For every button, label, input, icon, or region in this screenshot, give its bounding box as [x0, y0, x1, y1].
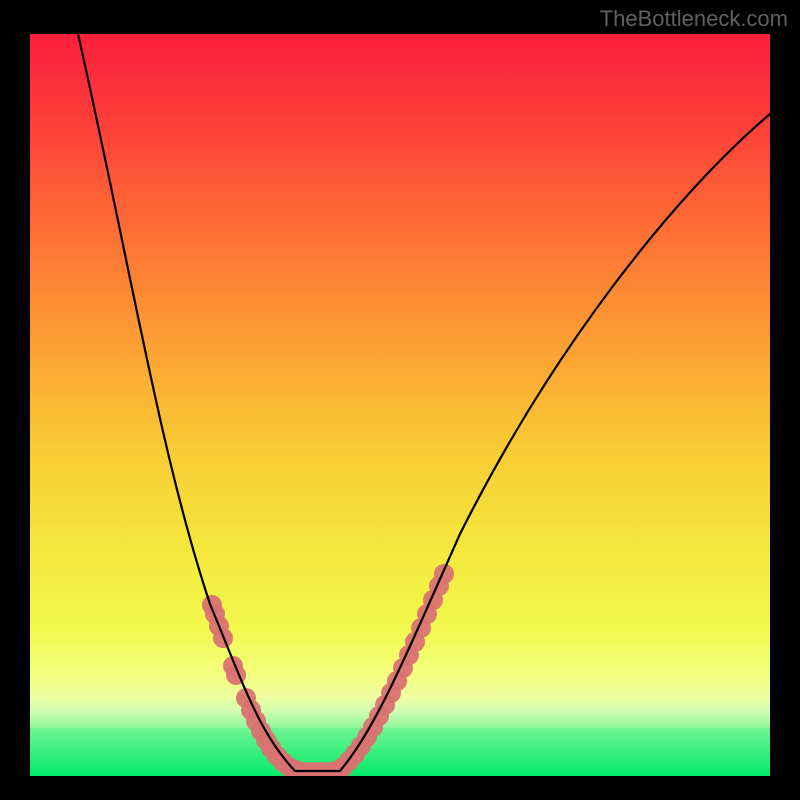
watermark-text: TheBottleneck.com: [600, 6, 788, 32]
plot-area: [30, 34, 770, 776]
chart-root: TheBottleneck.com: [0, 0, 800, 800]
curve-marker: [434, 564, 454, 584]
curve-layer: [30, 34, 770, 776]
bottleneck-curve: [78, 34, 770, 771]
marker-group: [202, 564, 454, 776]
plot-outer-frame: [30, 34, 770, 776]
